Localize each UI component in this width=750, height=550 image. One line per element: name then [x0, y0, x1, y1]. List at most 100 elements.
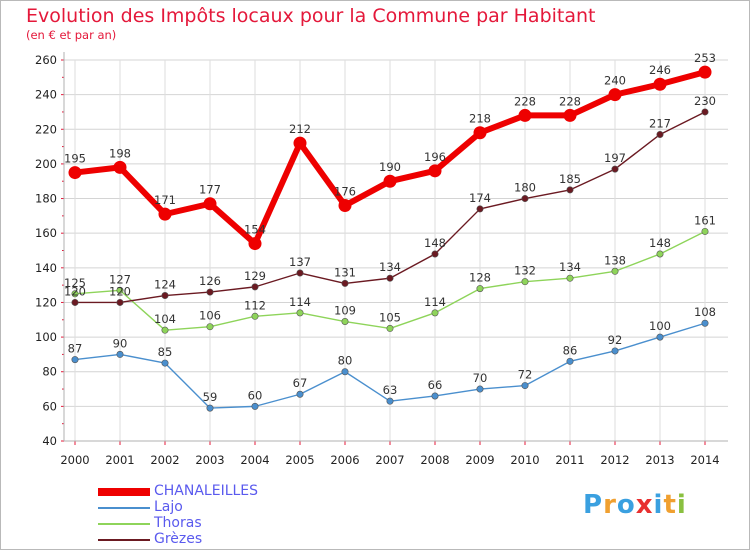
data-point — [611, 165, 619, 173]
data-point — [206, 288, 214, 296]
legend-swatch — [98, 507, 150, 509]
data-point — [386, 397, 394, 405]
data-point — [116, 298, 124, 306]
y-tick-label: 240 — [35, 88, 57, 102]
data-label: 92 — [608, 333, 623, 347]
brand-letter: t — [663, 490, 677, 520]
y-tick-label: 60 — [42, 399, 57, 413]
data-label: 134 — [379, 260, 401, 274]
y-tick-label: 200 — [35, 157, 57, 171]
data-label: 253 — [694, 51, 716, 65]
data-label: 85 — [158, 345, 173, 359]
data-label: 198 — [109, 146, 131, 160]
data-point — [206, 404, 214, 412]
data-label: 218 — [469, 112, 491, 126]
x-tick-label: 2007 — [375, 453, 404, 467]
data-point — [203, 197, 217, 211]
data-point — [476, 385, 484, 393]
legend-label: Grèzes — [154, 531, 203, 547]
brand-letter: o — [616, 490, 636, 520]
data-point — [701, 108, 709, 116]
data-label: 90 — [113, 336, 128, 350]
data-point — [113, 160, 127, 174]
data-label: 63 — [383, 383, 398, 397]
data-point — [566, 357, 574, 365]
brand-letter: r — [603, 490, 617, 520]
y-tick-label: 100 — [35, 330, 57, 344]
legend-label: Thoras — [154, 515, 202, 531]
data-label: 80 — [338, 354, 353, 368]
data-label: 148 — [649, 236, 671, 250]
data-point — [431, 309, 439, 317]
data-label: 138 — [604, 253, 626, 267]
brand-letter: i — [653, 490, 664, 520]
data-point — [608, 88, 622, 102]
data-point — [338, 198, 352, 212]
legend-label: Lajo — [154, 499, 183, 515]
data-label: 112 — [244, 298, 266, 312]
data-label: 195 — [64, 152, 86, 166]
data-label: 66 — [428, 378, 443, 392]
data-point — [206, 323, 214, 331]
data-point — [71, 356, 79, 364]
data-label: 120 — [64, 284, 86, 298]
y-tick-label: 220 — [35, 122, 57, 136]
data-label: 100 — [649, 319, 671, 333]
legend-item: Grèzes — [98, 531, 358, 548]
x-tick-label: 2003 — [195, 453, 224, 467]
data-label: 106 — [199, 309, 221, 323]
data-point — [611, 267, 619, 275]
legend-item: CHANALEILLES — [98, 483, 358, 500]
data-point — [161, 359, 169, 367]
data-point — [251, 402, 259, 410]
data-label: 137 — [289, 255, 311, 269]
data-label: 70 — [473, 371, 488, 385]
data-label: 72 — [518, 368, 533, 382]
data-point — [116, 286, 124, 294]
data-point — [656, 130, 664, 138]
data-point — [566, 186, 574, 194]
data-point — [68, 166, 82, 180]
data-point — [701, 227, 709, 235]
data-label: 108 — [694, 305, 716, 319]
data-label: 174 — [469, 191, 491, 205]
data-point — [656, 250, 664, 258]
data-label: 114 — [424, 295, 446, 309]
data-label: 177 — [199, 183, 221, 197]
data-label: 148 — [424, 236, 446, 250]
data-point — [476, 205, 484, 213]
data-label: 86 — [563, 343, 578, 357]
data-label: 134 — [559, 260, 581, 274]
data-point — [518, 108, 532, 122]
x-tick-label: 2001 — [105, 453, 134, 467]
data-label: 114 — [289, 295, 311, 309]
legend-swatch — [98, 539, 150, 541]
data-point — [521, 382, 529, 390]
x-tick-label: 2005 — [285, 453, 314, 467]
data-point — [473, 126, 487, 140]
x-tick-label: 2009 — [465, 453, 494, 467]
y-tick-label: 180 — [35, 192, 57, 206]
data-label: 246 — [649, 63, 671, 77]
x-tick-label: 2014 — [690, 453, 719, 467]
x-tick-label: 2013 — [645, 453, 674, 467]
data-label: 196 — [424, 150, 446, 164]
data-label: 127 — [109, 272, 131, 286]
data-label: 109 — [334, 304, 356, 318]
data-label: 154 — [244, 223, 266, 237]
brand-letter: P — [583, 490, 604, 520]
data-point — [383, 174, 397, 188]
data-point — [341, 368, 349, 376]
x-tick-label: 2011 — [555, 453, 584, 467]
data-label: 59 — [203, 390, 218, 404]
data-label: 171 — [154, 193, 176, 207]
data-point — [476, 285, 484, 293]
data-point — [611, 347, 619, 355]
y-tick-label: 40 — [42, 434, 57, 448]
data-label: 212 — [289, 122, 311, 136]
x-tick-label: 2002 — [150, 453, 179, 467]
data-label: 126 — [199, 274, 221, 288]
y-tick-label: 160 — [35, 226, 57, 240]
data-point — [431, 250, 439, 258]
